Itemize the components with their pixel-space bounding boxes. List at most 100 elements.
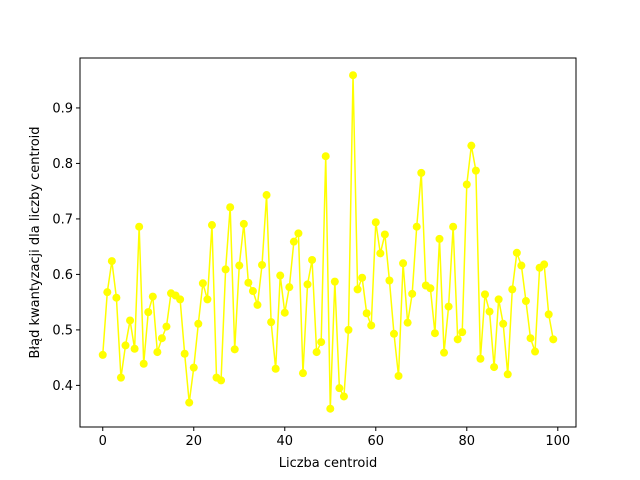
data-point	[107, 257, 116, 266]
data-point	[508, 285, 517, 294]
data-point	[144, 308, 153, 317]
data-point	[121, 341, 130, 350]
data-point	[203, 295, 212, 304]
data-point	[294, 229, 303, 238]
data-point	[148, 292, 157, 301]
y-axis-ticks: 0.4 0.5 0.6 0.7 0.8 0.9	[52, 101, 80, 394]
data-point	[330, 277, 339, 286]
data-point	[399, 259, 408, 268]
data-point	[385, 276, 394, 285]
data-point	[417, 168, 426, 177]
data-point	[153, 348, 162, 357]
data-point	[358, 273, 367, 282]
data-point	[458, 328, 467, 337]
data-point	[440, 348, 449, 357]
data-point	[139, 359, 148, 368]
x-axis-label: Liczba centroid	[279, 456, 378, 471]
data-point	[335, 384, 344, 393]
data-point	[435, 234, 444, 243]
data-point	[239, 219, 248, 228]
data-point	[308, 255, 317, 264]
data-point	[194, 319, 203, 328]
data-point	[467, 141, 476, 150]
y-tick-label: 0.6	[52, 268, 73, 283]
data-point	[135, 222, 144, 231]
data-point	[376, 249, 385, 258]
x-tick-label: 80	[459, 434, 476, 449]
data-point	[453, 335, 462, 344]
data-point	[162, 322, 171, 331]
data-point	[503, 370, 512, 379]
data-point	[462, 180, 471, 189]
data-point	[289, 237, 298, 246]
data-point	[244, 278, 253, 287]
data-point	[494, 295, 503, 304]
data-point	[207, 221, 216, 230]
data-point	[230, 345, 239, 354]
data-point	[544, 310, 553, 319]
x-tick-label: 100	[545, 434, 570, 449]
data-point	[367, 321, 376, 330]
data-point	[303, 280, 312, 289]
data-point	[339, 392, 348, 401]
x-tick-label: 60	[368, 434, 385, 449]
y-tick-label: 0.9	[52, 101, 73, 116]
data-point	[176, 295, 185, 304]
data-point	[262, 191, 271, 200]
data-point	[226, 203, 235, 212]
data-point	[408, 289, 417, 298]
data-point	[344, 325, 353, 334]
data-point	[490, 363, 499, 372]
data-point	[512, 248, 521, 257]
data-point	[276, 271, 285, 280]
data-point	[362, 309, 371, 318]
data-point	[426, 284, 435, 293]
y-axis-label: Błąd kwantyzacji dla liczby centroid	[28, 126, 43, 358]
data-point	[298, 369, 307, 378]
data-point	[549, 335, 558, 344]
data-point	[312, 348, 321, 357]
data-point	[189, 363, 198, 372]
data-point	[389, 329, 398, 338]
data-point	[157, 334, 166, 343]
data-point	[499, 319, 508, 328]
data-point	[217, 376, 226, 385]
x-tick-label: 20	[185, 434, 202, 449]
data-point	[258, 260, 267, 269]
data-point	[430, 329, 439, 338]
data-point	[221, 265, 230, 274]
data-point	[130, 344, 139, 353]
x-tick-label: 40	[276, 434, 293, 449]
data-point	[526, 334, 535, 343]
data-point	[444, 302, 453, 311]
y-tick-label: 0.8	[52, 157, 73, 172]
data-point	[326, 404, 335, 413]
data-point	[180, 349, 189, 358]
data-point	[449, 222, 458, 231]
data-point	[248, 287, 257, 296]
data-point	[112, 293, 121, 302]
data-point	[235, 261, 244, 270]
data-point	[280, 308, 289, 317]
data-point	[480, 290, 489, 299]
data-point	[521, 297, 530, 306]
data-point	[403, 318, 412, 327]
data-point	[198, 279, 207, 288]
data-point	[98, 350, 107, 359]
data-point	[321, 152, 330, 161]
data-point	[353, 285, 362, 294]
data-point	[267, 318, 276, 327]
data-point	[271, 364, 280, 373]
y-tick-label: 0.7	[52, 212, 73, 227]
data-point	[540, 260, 549, 269]
plot-frame	[79, 57, 577, 428]
data-point	[471, 166, 480, 175]
data-point	[126, 316, 135, 325]
data-point	[285, 283, 294, 292]
data-point	[349, 71, 358, 80]
y-tick-label: 0.5	[52, 323, 73, 338]
data-point	[185, 398, 194, 407]
data-point	[531, 347, 540, 356]
series-layer	[98, 71, 558, 413]
